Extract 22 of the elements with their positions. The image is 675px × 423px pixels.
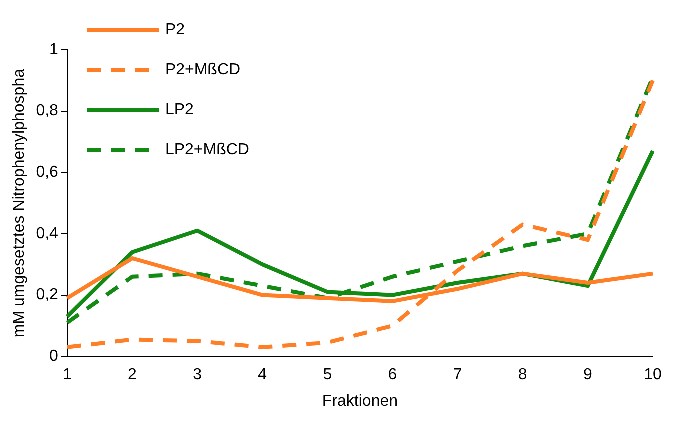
x-tick-label: 8 [518, 366, 528, 384]
y-tick-label: 0,8 [36, 102, 59, 120]
y-tick-label: 0 [50, 348, 59, 366]
x-tick-label: 1 [62, 366, 72, 384]
legend-label: LP2+MßCD [165, 141, 250, 158]
x-tick-label: 9 [583, 366, 592, 384]
y-tick-label: 0,4 [36, 225, 59, 242]
legend-label: LP2 [165, 101, 194, 118]
x-tick-label: 6 [388, 366, 398, 384]
x-tick-label: 3 [193, 366, 202, 384]
x-tick-label: 7 [453, 366, 462, 384]
y-tick-label: 1 [50, 41, 59, 58]
x-tick-label: 5 [323, 366, 332, 384]
legend-label: P2 [165, 21, 186, 38]
x-tick-label: 10 [644, 366, 662, 384]
legend-label: P2+MßCD [165, 61, 241, 78]
x-axis-title: Fraktionen [322, 392, 398, 410]
y-tick-label: 0,6 [36, 164, 59, 182]
x-tick-label: 4 [258, 366, 268, 384]
x-tick-label: 2 [128, 366, 138, 384]
y-tick-label: 0,2 [36, 286, 59, 304]
y-axis-title: mM umgesetztes Nitrophenylphospha [11, 68, 28, 338]
